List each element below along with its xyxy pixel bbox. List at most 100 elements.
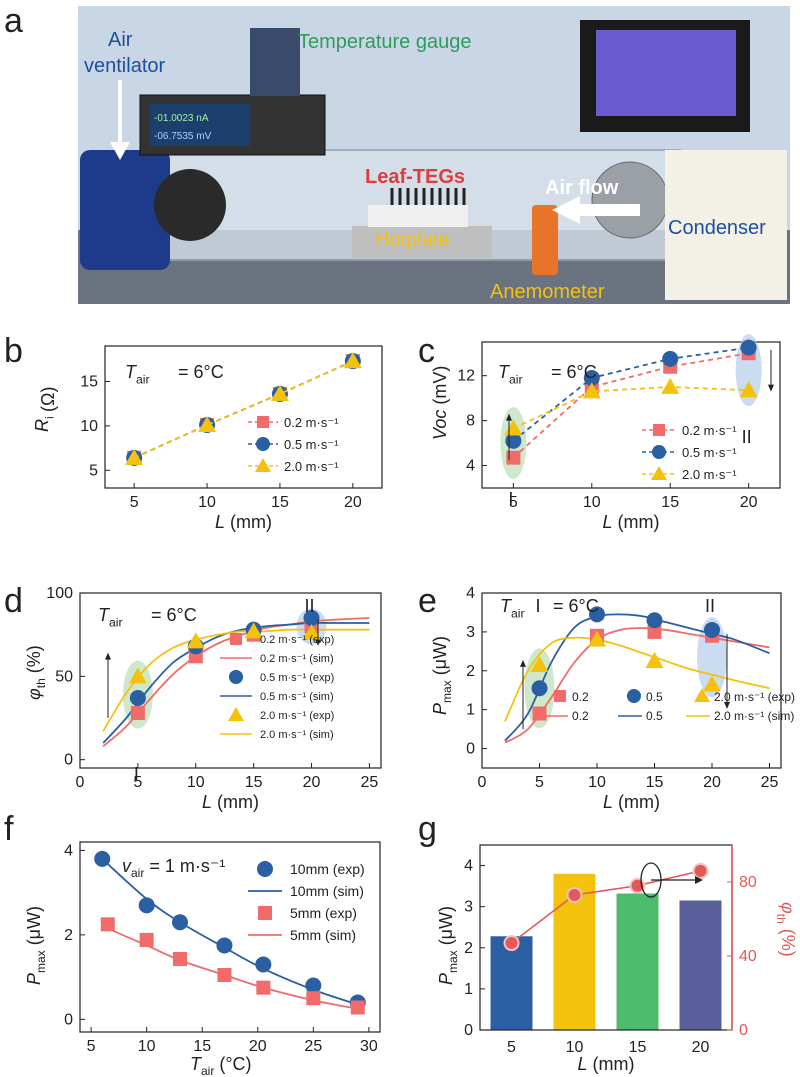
y-tick-label-g: 1 [464,981,473,998]
y-axis-label-b: Ri [32,416,56,432]
label-ventilator: ventilator [84,55,165,77]
point-f-5mm [139,932,154,947]
plot-frame-e [481,592,782,769]
x-tick-label-f: 30 [360,1038,378,1055]
label-leaf-tegs: Leaf-TEGs [365,166,465,188]
anemometer-device [532,205,558,275]
region-label-II-d: II [305,596,315,616]
legend-symbol-b [255,458,271,472]
legend-label-c: 2.0 m·s⁻¹ [682,467,737,482]
legend-symbol-c [651,466,667,480]
photo-panel [78,6,790,304]
arrow-up-head-e [520,659,526,667]
point-e-circle [704,621,720,638]
point-e-square [647,624,662,639]
point-f-5mm [217,968,232,982]
y-axis-label-f: Pmax (μW) [24,906,48,985]
label-air-flow: Air flow [545,177,619,199]
meter-screen [150,104,250,146]
point-e-circle [646,612,663,629]
legend-label-e-sim: 0.5 [646,709,663,723]
plot-frame-c [481,341,781,489]
point-f-10mm [138,897,155,914]
y-tick-label-g: 4 [464,858,473,875]
x-axis-label-b: L (mm) [215,512,272,532]
point-e-square [532,706,547,721]
y-tick-label-d: 100 [46,585,73,602]
legend-symbol-b [256,437,270,451]
x-tick-label-b: 10 [198,494,216,511]
series-line-c-1 [512,346,749,442]
legend-label-f: 10mm (sim) [290,883,364,899]
x-tick-label-e: 25 [761,774,779,791]
point-f-10mm [94,850,111,867]
phi-point-g [566,886,583,903]
point-e-triangle [703,675,721,692]
point-f-10mm [255,956,272,973]
arrow-down-head-e [724,701,730,709]
x-tick-label-e: 20 [703,774,721,791]
legend-symbol-e [627,689,641,703]
x-tick-label-c: 20 [740,494,758,511]
legend-label-d: 2.0 m·s⁻¹ (exp) [260,710,334,722]
legend-label-b: 0.5 m·s⁻¹ [284,437,339,452]
legend-symbol-d [228,707,244,721]
point-e-circle [589,606,605,623]
y-tick-label-c: 4 [466,458,475,475]
y-axis-label-c: Voc (mV) [430,366,450,440]
panel-letter-e: e [418,582,437,620]
y-axis-label-right-g: φth (%) [774,902,798,957]
temperature-gauge-device [250,28,300,96]
legend-label-e-exp: 0.2 [572,690,589,704]
x-tick-label-e: 15 [646,774,664,791]
x-tick-label-g: 20 [692,1039,710,1056]
label-air: Air [108,29,133,51]
y-tick-label-e: 0 [466,741,475,758]
legend-label-d: 2.0 m·s⁻¹ (sim) [260,729,334,741]
x-tick-label-g: 15 [629,1039,647,1056]
y-tick-label-e: 4 [466,585,475,602]
x-tick-label-d: 25 [361,774,379,791]
x-axis-label-e: L (mm) [603,792,660,812]
x-axis-label-c: L (mm) [603,512,660,532]
point-d-circle [129,690,146,706]
legend-symbol-e [554,690,566,702]
point-c-triangle [582,382,601,399]
x-tick-label-b: 15 [271,494,289,511]
bar-5 [490,936,533,1030]
x-tick-label-f: 10 [138,1038,156,1055]
x-tick-label-c: 15 [661,494,679,511]
x-tick-label-d: 5 [133,774,142,791]
legend-label-c: 0.5 m·s⁻¹ [682,445,737,460]
region-label-II-c: II [742,427,752,447]
panel-letter-f: f [4,810,14,848]
x-tick-label-b: 5 [130,494,139,511]
region-label-I-d: I [134,764,139,784]
label-hotplate: Hotplate [375,229,450,251]
hotplate-device [352,226,492,258]
point-e-triangle [588,630,606,647]
point-f-5mm [256,980,271,995]
sim-curve-e-2 [504,636,770,722]
point-d-triangle [302,624,321,640]
plot-frame-b [104,345,383,489]
legend-label-d: 0.5 m·s⁻¹ (exp) [260,672,334,684]
y-tick-label-f: 0 [64,1011,73,1028]
legend-label-e-exp: 2.0 m·s⁻¹ (exp) [714,690,795,704]
arrow-down-head-c [768,384,774,392]
y-tick-label-g: 2 [464,940,473,957]
region-label-I-e: I [536,596,541,616]
annotation-f: vair = 1 m·s⁻¹ [122,856,225,880]
legend-symbol-b [257,416,269,428]
point-d-triangle [128,667,147,684]
legend-symbol-d [229,670,243,684]
x-tick-label-g: 5 [507,1039,516,1056]
label-temperature-gauge: Temperature gauge [298,31,471,53]
arrow-down-head-d [315,639,321,646]
bar-20 [679,900,722,1030]
panel-letter-a: a [4,2,23,40]
plot-frame-d [79,592,382,769]
arrow-up-head-c [506,413,512,421]
y-tick-label-b: 5 [89,462,98,479]
phi-point-g [503,935,520,952]
